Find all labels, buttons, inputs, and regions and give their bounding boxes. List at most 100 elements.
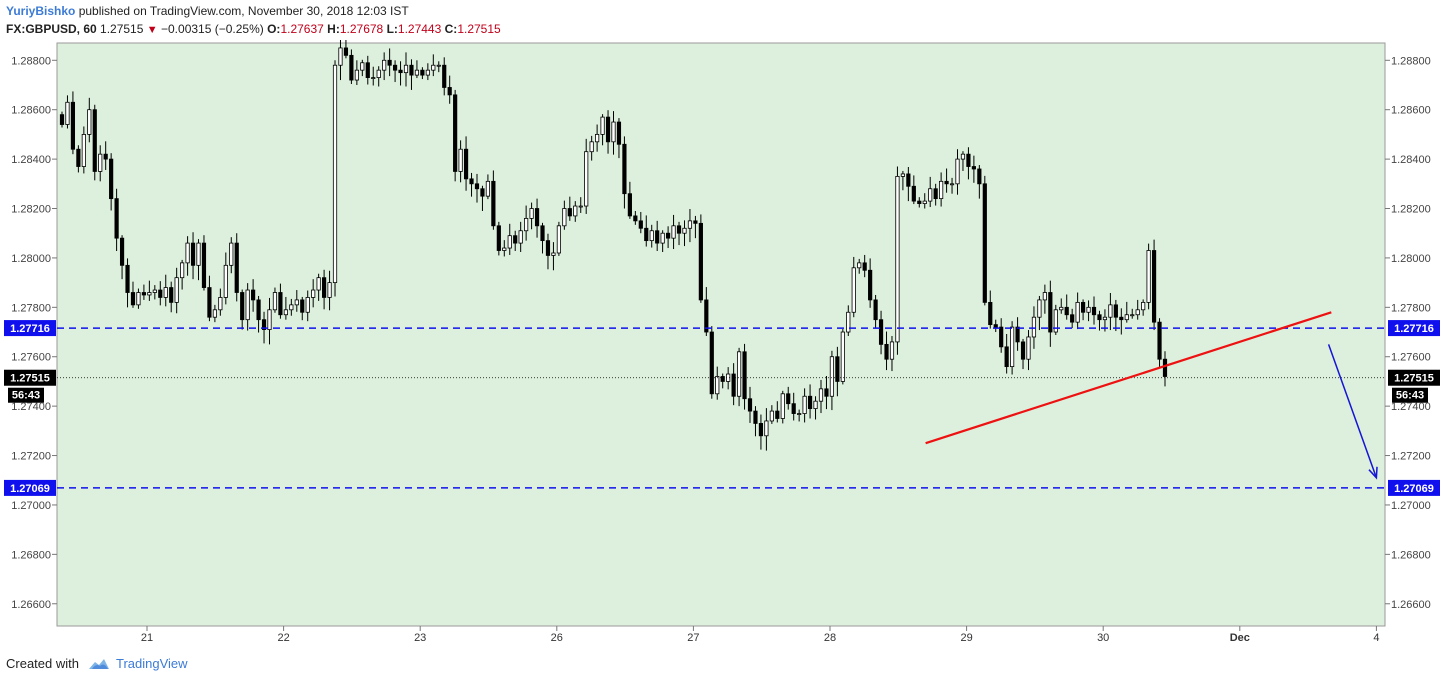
countdown-label: 56:43 bbox=[1396, 390, 1424, 402]
candle bbox=[480, 185, 485, 211]
candle-body bbox=[1037, 299, 1042, 318]
candle bbox=[993, 319, 998, 333]
candle-body bbox=[403, 64, 409, 74]
candle-body bbox=[190, 242, 196, 266]
y-tick-label: 1.28200 bbox=[1391, 204, 1431, 216]
candle-body bbox=[163, 287, 168, 298]
candle-body bbox=[1091, 306, 1097, 316]
candle bbox=[387, 48, 392, 77]
candle bbox=[709, 326, 714, 399]
y-tick-label: 1.27600 bbox=[1391, 352, 1431, 364]
candle-body bbox=[234, 242, 239, 293]
candle-body bbox=[141, 292, 146, 296]
candle bbox=[81, 126, 86, 174]
candle-body bbox=[1124, 314, 1129, 321]
candle bbox=[371, 66, 376, 86]
candle-body bbox=[895, 175, 900, 343]
y-tick-label: 1.27400 bbox=[11, 401, 51, 413]
candle-body bbox=[223, 264, 228, 298]
y-tick-label: 1.27000 bbox=[11, 500, 51, 512]
publish-line: YuriyBishko published on TradingView.com… bbox=[6, 4, 409, 18]
candle-body bbox=[365, 62, 370, 78]
candle bbox=[92, 104, 97, 181]
x-tick-label: 22 bbox=[277, 632, 289, 644]
candle-body bbox=[829, 356, 835, 397]
down-arrow-icon: ▼ bbox=[146, 24, 158, 36]
candle bbox=[1108, 292, 1113, 331]
candle-body bbox=[851, 267, 856, 313]
candle-body bbox=[802, 395, 807, 414]
candle-body bbox=[616, 121, 622, 145]
candle bbox=[382, 52, 387, 81]
candle bbox=[360, 59, 365, 77]
y-tick-label: 1.28400 bbox=[11, 154, 51, 166]
candle bbox=[436, 61, 441, 73]
candle-body bbox=[245, 289, 250, 321]
candle-body bbox=[1010, 326, 1015, 368]
candle-body bbox=[682, 227, 687, 234]
y-tick-label: 1.26600 bbox=[1391, 599, 1431, 611]
price-chart[interactable]: 1.27716 1.27716 1.27069 1.27069 1.27515 56:43… bbox=[0, 40, 1444, 648]
candle bbox=[502, 240, 507, 257]
candle-body bbox=[578, 205, 583, 208]
candle bbox=[283, 296, 288, 320]
candle bbox=[403, 52, 409, 87]
candle bbox=[955, 149, 960, 195]
footer: Created with TradingView bbox=[6, 656, 188, 671]
candle-body bbox=[736, 351, 742, 397]
candle bbox=[1075, 292, 1080, 330]
candle-body bbox=[693, 220, 698, 224]
candle bbox=[398, 61, 403, 86]
candle-body bbox=[278, 292, 283, 316]
candle-body bbox=[311, 289, 316, 298]
candle bbox=[693, 215, 698, 239]
close-label: C: bbox=[444, 22, 458, 36]
candle bbox=[769, 405, 774, 424]
candle-body bbox=[376, 69, 381, 78]
candle bbox=[949, 177, 955, 194]
x-tick-label: 29 bbox=[960, 632, 972, 644]
last-price-label: 1.27515 bbox=[1394, 373, 1434, 385]
candle-body bbox=[338, 47, 343, 66]
forecast-arrow bbox=[1327, 344, 1378, 479]
candle bbox=[807, 384, 813, 419]
countdown-tag bbox=[8, 387, 44, 403]
candle bbox=[294, 290, 299, 312]
candle-body bbox=[1064, 306, 1069, 316]
candle-body bbox=[261, 319, 267, 330]
candle bbox=[775, 401, 780, 423]
candles-layer bbox=[59, 40, 1168, 451]
candle bbox=[671, 214, 676, 250]
candle bbox=[562, 200, 567, 230]
candle bbox=[267, 297, 272, 345]
candle bbox=[840, 329, 845, 385]
candle bbox=[655, 220, 660, 252]
countdown-label: 56:43 bbox=[12, 390, 40, 402]
candle-body bbox=[1157, 321, 1162, 360]
candle bbox=[731, 363, 736, 406]
candle bbox=[114, 188, 119, 252]
level-tag bbox=[1388, 320, 1440, 337]
candle bbox=[70, 91, 76, 155]
candle-body bbox=[638, 220, 643, 229]
candle-body bbox=[1059, 306, 1064, 311]
candle-body bbox=[1086, 306, 1091, 313]
candle bbox=[245, 283, 250, 331]
x-tick-label: 26 bbox=[551, 632, 563, 644]
candle-body bbox=[949, 183, 955, 186]
candle-body bbox=[611, 121, 616, 143]
candle-body bbox=[1146, 250, 1151, 303]
candle-body bbox=[562, 208, 567, 227]
author-name[interactable]: YuriyBishko bbox=[6, 4, 76, 18]
candle-body bbox=[595, 134, 600, 143]
candle-body bbox=[534, 208, 540, 227]
candle-body bbox=[573, 205, 578, 217]
candle bbox=[524, 205, 529, 241]
candle-body bbox=[1053, 309, 1058, 333]
candle bbox=[507, 223, 512, 255]
candle-body bbox=[453, 94, 458, 172]
candle-body bbox=[955, 158, 960, 185]
tradingview-link[interactable]: TradingView bbox=[115, 656, 188, 671]
level-label: 1.27716 bbox=[10, 323, 50, 335]
candle-body bbox=[109, 158, 114, 200]
